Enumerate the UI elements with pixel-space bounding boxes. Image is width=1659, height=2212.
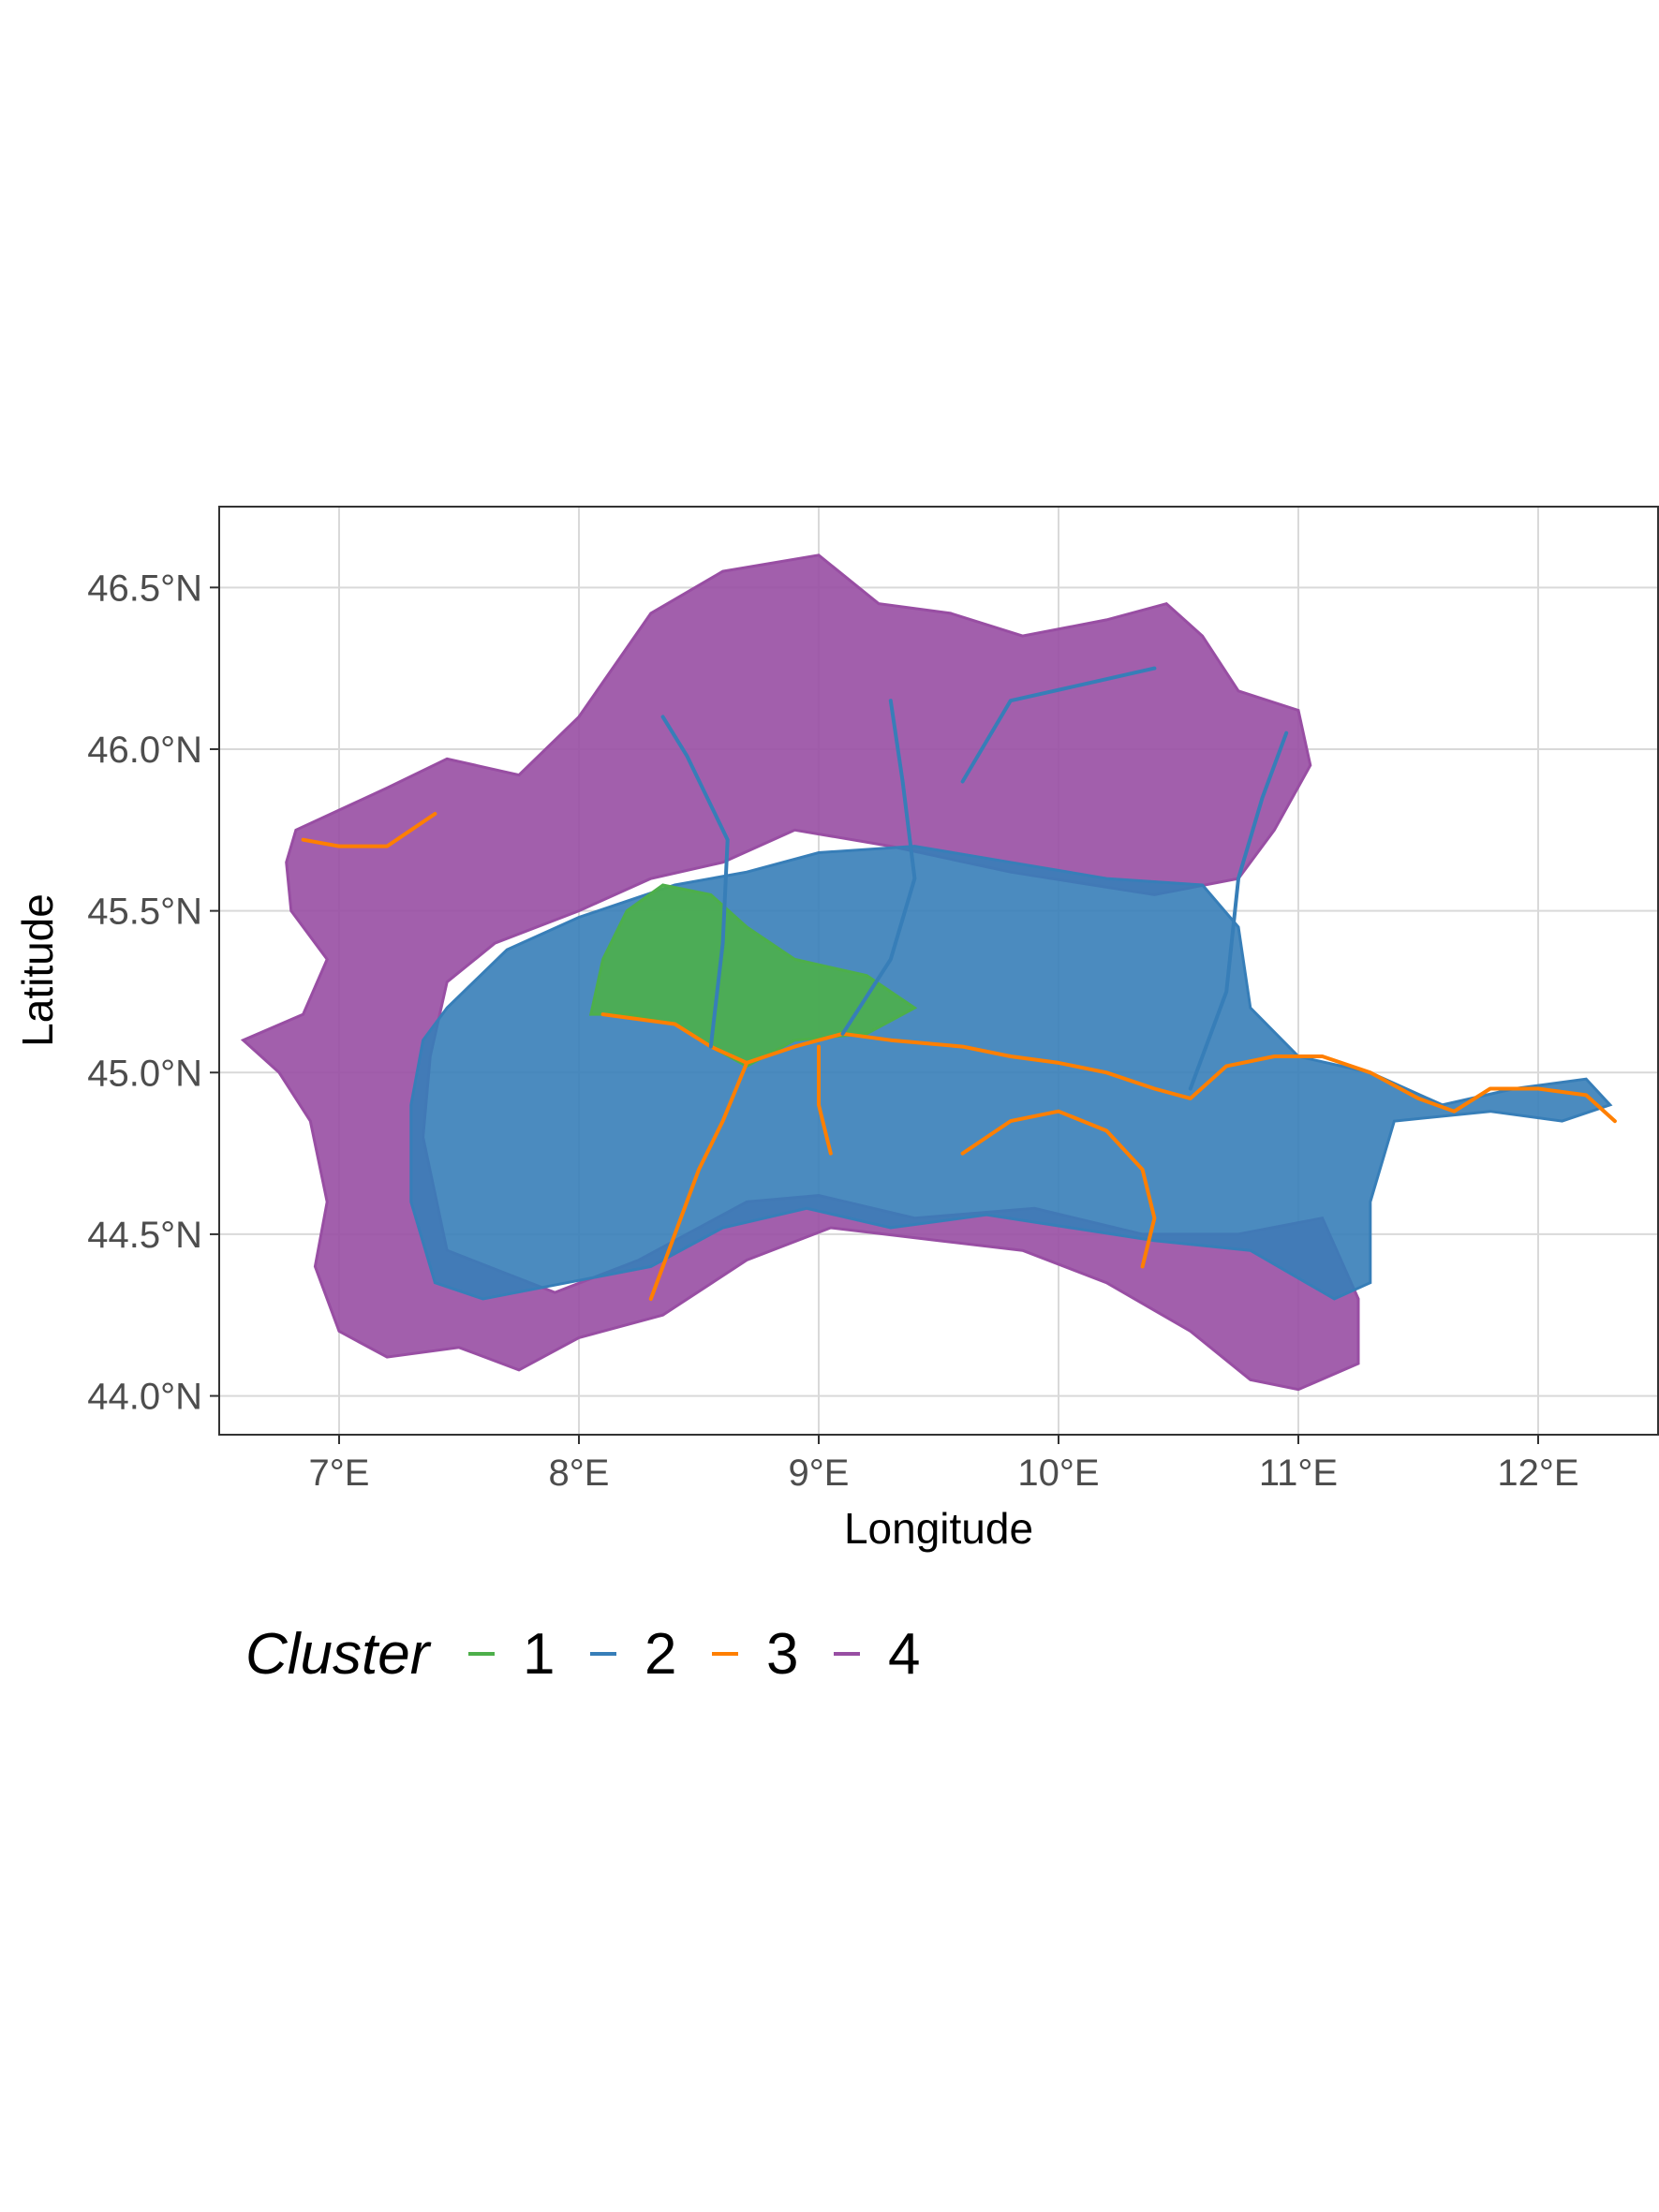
x-tick-label: 8°E bbox=[549, 1453, 610, 1494]
map-layer bbox=[240, 553, 1617, 1392]
x-tick-label: 10°E bbox=[1017, 1453, 1099, 1494]
x-tick-label: 12°E bbox=[1497, 1453, 1578, 1494]
cluster-2-river bbox=[1188, 730, 1289, 1091]
cluster-3-river bbox=[648, 1060, 749, 1301]
legend-label-cluster-3: 3 bbox=[766, 1622, 798, 1687]
legend-items: 1 2 3 4 bbox=[468, 1622, 920, 1687]
y-tick-label: 44.5°N bbox=[87, 1215, 202, 1256]
x-tick-label: 11°E bbox=[1259, 1453, 1338, 1494]
cluster-3-river bbox=[817, 1044, 833, 1156]
legend: Cluster 1 2 3 4 bbox=[245, 1622, 920, 1687]
y-tick-label: 45.5°N bbox=[87, 892, 202, 933]
cluster-rivers bbox=[301, 666, 1617, 1301]
cluster-2-river bbox=[960, 666, 1157, 784]
cluster-regions bbox=[240, 553, 1613, 1392]
cluster-2-river bbox=[660, 715, 730, 1049]
legend-title: Cluster bbox=[245, 1622, 432, 1687]
y-tick-label: 44.0°N bbox=[87, 1377, 202, 1418]
cluster-2-river bbox=[840, 699, 917, 1036]
legend-label-cluster-1: 1 bbox=[523, 1622, 555, 1687]
cluster-3-river bbox=[301, 812, 437, 848]
x-axis-ticks: 7°E 8°E 9°E 10°E 11°E 12°E bbox=[309, 1435, 1579, 1494]
plot-panel-border bbox=[218, 506, 1659, 1436]
x-tick-label: 9°E bbox=[789, 1453, 850, 1494]
x-axis-title: Longitude bbox=[844, 1504, 1033, 1553]
legend-label-cluster-2: 2 bbox=[644, 1622, 676, 1687]
y-axis-title: Latitude bbox=[13, 893, 62, 1047]
legend-label-cluster-4: 4 bbox=[888, 1622, 920, 1687]
cluster-3-river bbox=[600, 1012, 1617, 1124]
x-tick-label: 7°E bbox=[309, 1453, 370, 1494]
y-tick-label: 46.0°N bbox=[87, 730, 202, 771]
y-tick-label: 46.5°N bbox=[87, 568, 202, 609]
y-tick-label: 45.0°N bbox=[87, 1053, 202, 1094]
y-axis-ticks: 44.0°N 44.5°N 45.0°N 45.5°N 46.0°N 46.5°N bbox=[87, 568, 219, 1418]
cluster-3-river bbox=[960, 1109, 1157, 1269]
